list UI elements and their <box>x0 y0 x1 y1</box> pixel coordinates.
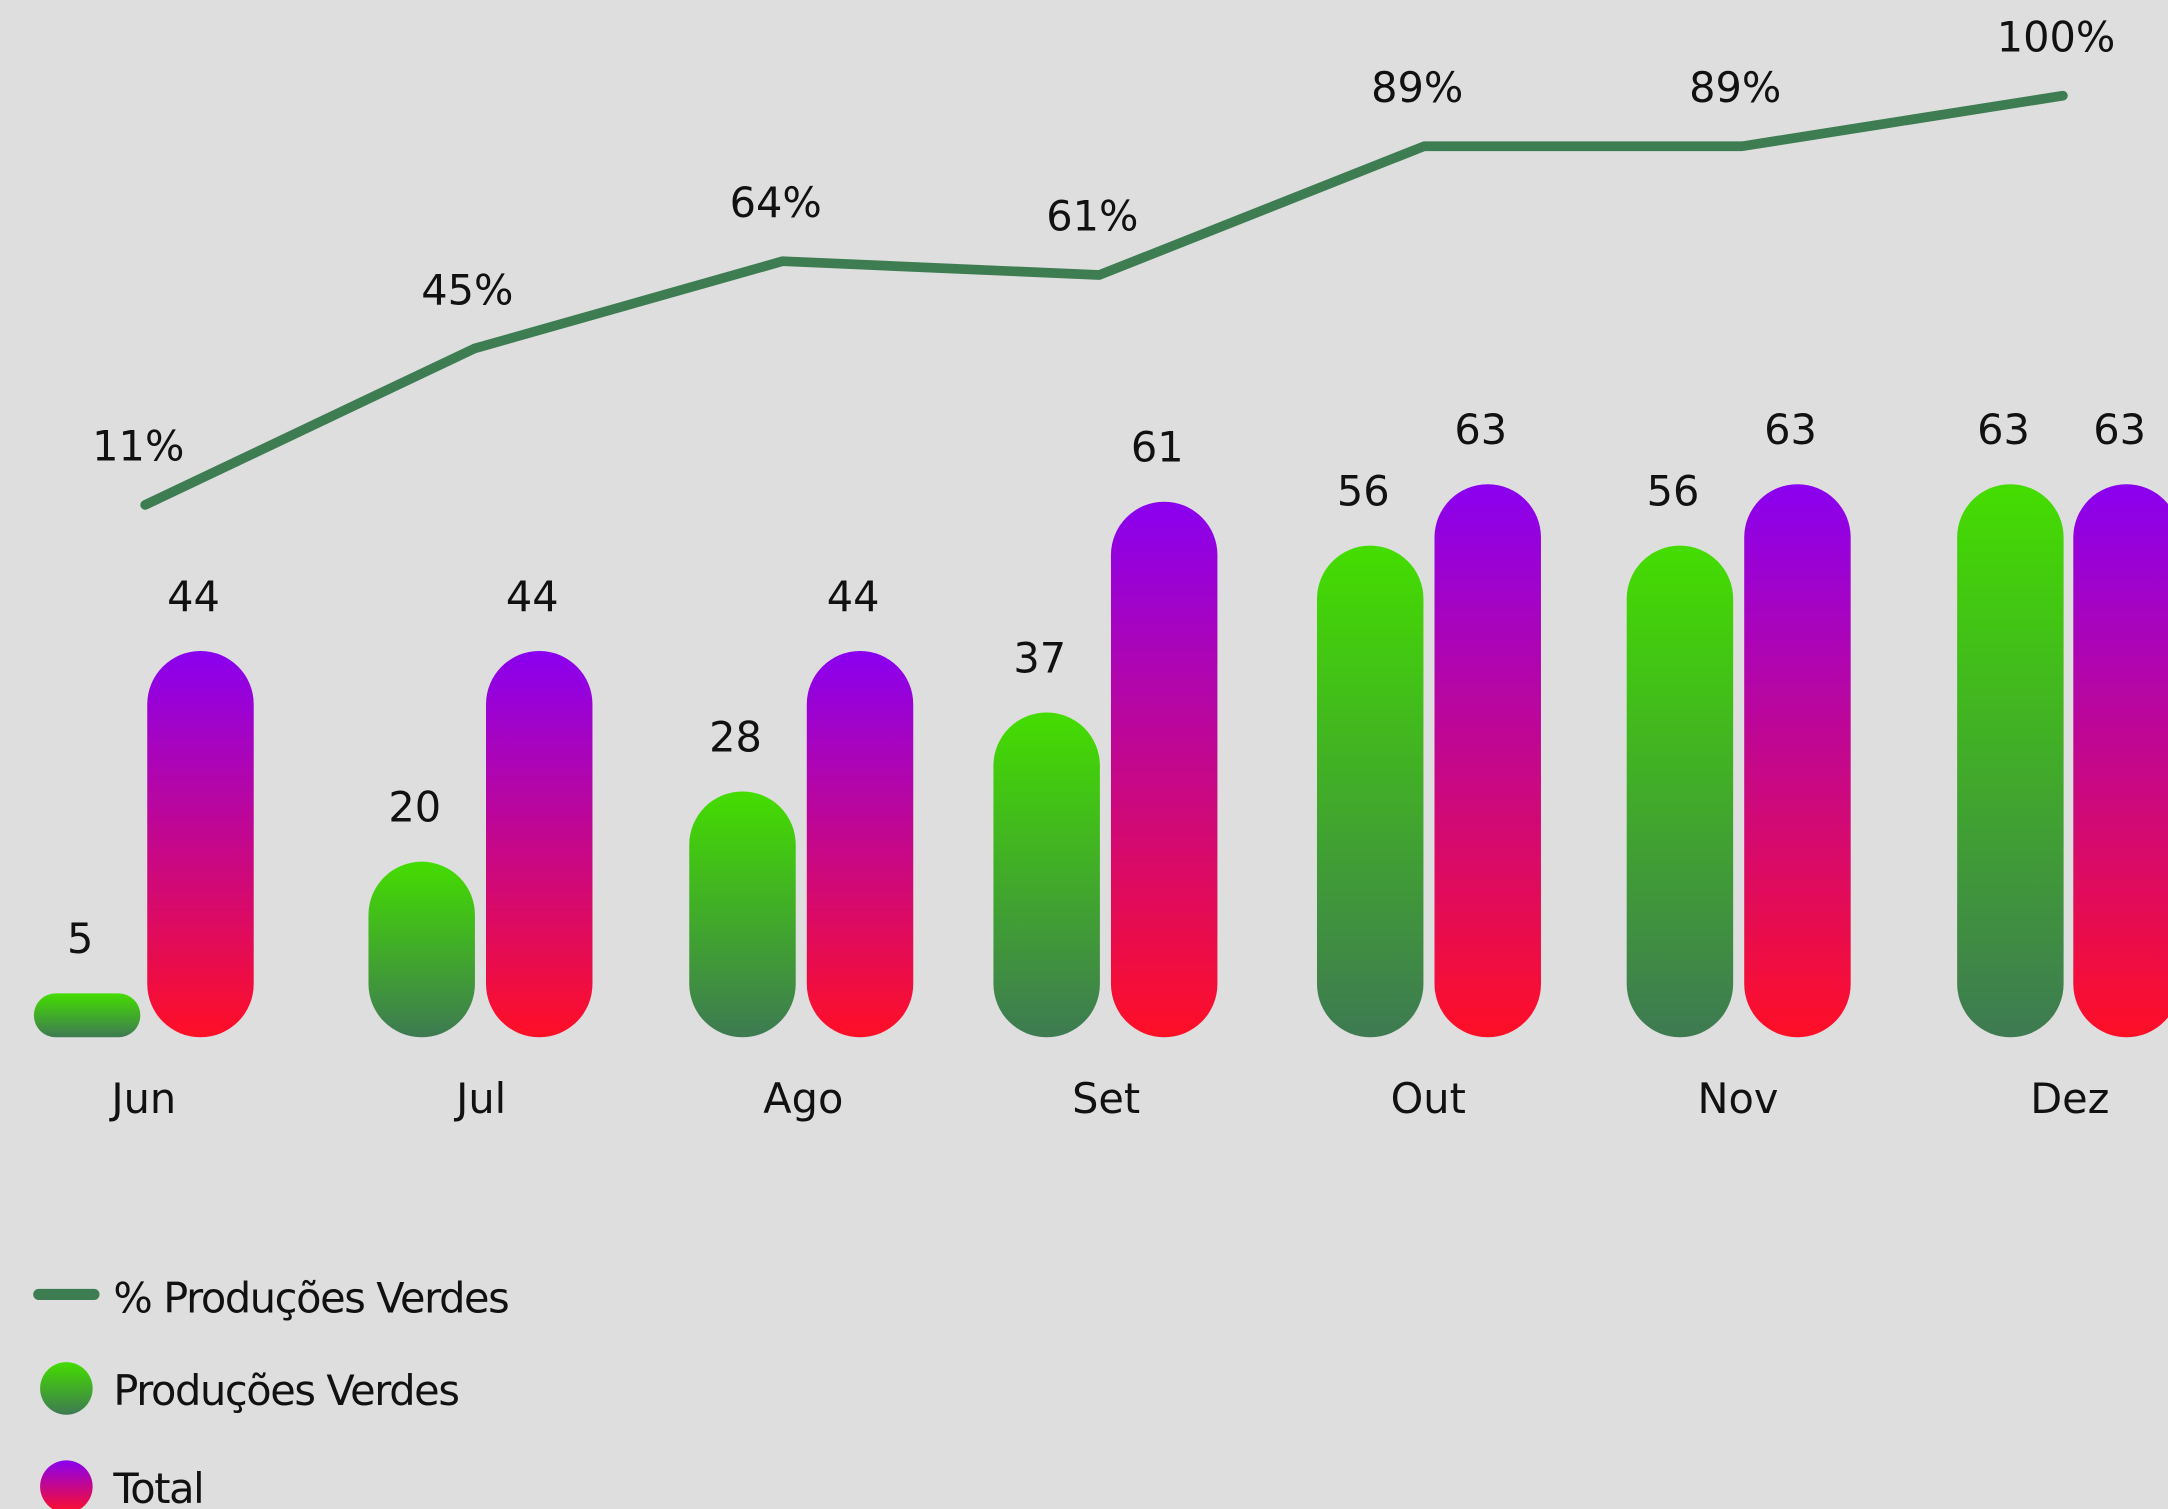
data-label: 44 <box>506 573 559 621</box>
plot: 5 20 28 37 56 56 63 44 44 44 61 63 63 63 Jun Jul Ago Set O… <box>33 13 2168 1509</box>
x-tick-label: Ago <box>763 1075 843 1123</box>
data-label: 20 <box>388 784 441 832</box>
x-tick-label: Jul <box>453 1075 506 1123</box>
legend-swatch <box>40 1362 93 1415</box>
data-label: 45% <box>421 266 513 314</box>
data-label: 11% <box>92 423 184 471</box>
x-tick-label: Jun <box>108 1075 176 1123</box>
bar <box>33 993 141 1038</box>
data-label: 63 <box>1764 406 1817 454</box>
bar <box>486 650 593 1038</box>
data-label: 5 <box>67 915 93 963</box>
legend-label: Total <box>112 1465 203 1509</box>
data-label: 28 <box>709 713 762 761</box>
bar <box>1110 501 1218 1038</box>
x-tick-label: Nov <box>1698 1075 1779 1123</box>
bar <box>1316 545 1424 1038</box>
bar <box>1744 484 1851 1038</box>
data-label: 64% <box>730 179 822 227</box>
x-tick-label: Set <box>1072 1075 1140 1123</box>
legend-label: % Produções Verdes <box>113 1274 508 1322</box>
bar <box>1957 484 2064 1038</box>
data-label: 100% <box>1997 13 2116 61</box>
legend-label: Produções Verdes <box>113 1367 458 1415</box>
data-label: 44 <box>827 573 880 621</box>
bar <box>993 712 1100 1038</box>
data-label: 56 <box>1647 467 1700 515</box>
data-label: 61% <box>1046 193 1138 241</box>
x-tick-label: Out <box>1391 1075 1466 1123</box>
bar <box>806 650 914 1038</box>
x-tick-label: Dez <box>2030 1075 2109 1123</box>
data-label: 89% <box>1689 64 1781 112</box>
line <box>140 90 2068 510</box>
legend-swatch <box>40 1460 93 1509</box>
data-label: 56 <box>1337 467 1390 515</box>
data-label: 44 <box>167 573 220 621</box>
bar <box>2073 484 2168 1038</box>
bar <box>1434 484 1541 1038</box>
bar <box>147 650 254 1038</box>
bar <box>689 791 796 1038</box>
data-label: 89% <box>1371 64 1463 112</box>
data-label: 37 <box>1013 634 1066 682</box>
data-label: 63 <box>2093 406 2146 454</box>
bar <box>368 861 475 1038</box>
data-label: 63 <box>1977 406 2030 454</box>
data-label: 61 <box>1131 424 1184 472</box>
bar <box>1626 545 1734 1038</box>
data-label: 63 <box>1454 406 1507 454</box>
